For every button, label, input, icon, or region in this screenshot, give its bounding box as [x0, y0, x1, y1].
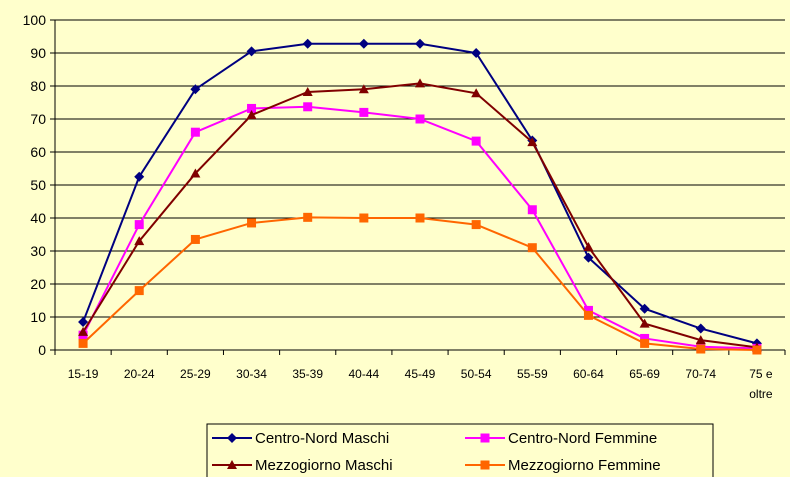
- data-point: [695, 323, 706, 334]
- data-point: [190, 234, 200, 244]
- y-tick-label: 80: [30, 78, 46, 94]
- data-point: [134, 286, 144, 296]
- data-point: [78, 316, 89, 327]
- data-point: [134, 220, 144, 230]
- y-tick-label: 40: [30, 210, 46, 226]
- data-point: [527, 205, 537, 215]
- data-point: [190, 168, 201, 178]
- data-point: [359, 107, 369, 117]
- y-tick-label: 0: [38, 342, 46, 358]
- x-tick-label: 40-44: [348, 367, 379, 381]
- data-point: [247, 218, 257, 228]
- series-line: [82, 42, 758, 345]
- series-centro-nord-femmine: [78, 102, 762, 353]
- x-tick-label: 35-39: [292, 367, 323, 381]
- data-point: [415, 38, 425, 49]
- x-tick-label: 70-74: [685, 367, 716, 381]
- y-tick-label: 50: [30, 177, 46, 193]
- x-tick-label: 65-69: [629, 367, 660, 381]
- data-point: [640, 333, 650, 343]
- data-point: [302, 38, 313, 49]
- data-point: [134, 171, 145, 182]
- data-point: [696, 344, 706, 354]
- data-point: [695, 335, 706, 345]
- data-point: [583, 310, 593, 320]
- data-point: [415, 213, 425, 223]
- data-point: [471, 220, 481, 230]
- y-tick-label: 20: [30, 276, 46, 292]
- legend-item: Mezzogiorno Maschi: [212, 457, 393, 474]
- legend-label: Mezzogiorno Maschi: [255, 457, 393, 474]
- legend-item: Centro-Nord Maschi: [212, 430, 389, 447]
- data-point: [358, 84, 369, 94]
- data-point: [190, 84, 201, 95]
- data-point: [583, 305, 593, 315]
- legend-box: [206, 423, 714, 477]
- legend-label: Centro-Nord Femmine: [508, 430, 657, 447]
- data-point: [415, 78, 425, 88]
- data-point: [471, 48, 482, 58]
- data-point: [639, 318, 650, 328]
- legend-label: Centro-Nord Maschi: [255, 430, 389, 447]
- x-tick-label: 50-54: [461, 367, 492, 381]
- legend-marker: [480, 460, 490, 470]
- data-point: [359, 213, 369, 223]
- data-point: [78, 326, 89, 336]
- series-group: [78, 38, 762, 355]
- data-point: [471, 88, 482, 98]
- x-tick-label: 75 e: [749, 367, 773, 381]
- data-point: [527, 243, 537, 253]
- y-tick-label: 90: [30, 45, 46, 61]
- x-tick-label: 45-49: [405, 367, 436, 381]
- data-point: [190, 127, 200, 137]
- data-point: [640, 338, 650, 348]
- data-point: [527, 137, 538, 147]
- y-tick-label: 10: [30, 309, 46, 325]
- y-tick-label: 60: [30, 144, 46, 160]
- y-tick-label: 30: [30, 243, 46, 259]
- data-point: [583, 252, 594, 263]
- x-tick-label: 25-29: [180, 367, 211, 381]
- data-point: [302, 86, 313, 96]
- x-tick-label: 15-19: [68, 367, 99, 381]
- data-point: [303, 102, 313, 112]
- x-tick-label: 60-64: [573, 367, 604, 381]
- x-tick-label: 30-34: [236, 367, 267, 381]
- legend-item: Mezzogiorno Femmine: [465, 457, 661, 474]
- data-point: [78, 338, 88, 348]
- data-point: [471, 136, 481, 146]
- legend-marker: [480, 433, 490, 443]
- y-tick-label: 70: [30, 111, 46, 127]
- data-point: [246, 110, 257, 120]
- data-point: [246, 46, 257, 57]
- series-mezzogiorno-femmine: [78, 212, 762, 355]
- x-tick-label: oltre: [749, 387, 773, 401]
- legend-item: Centro-Nord Femmine: [465, 430, 657, 447]
- data-point: [247, 103, 257, 113]
- legend: Centro-Nord Maschi Centro-Nord Femmine Mez…: [206, 423, 714, 477]
- legend-label: Mezzogiorno Femmine: [508, 457, 661, 474]
- data-point: [134, 236, 145, 246]
- x-tick-label: 55-59: [517, 367, 548, 381]
- x-tick-label: 20-24: [124, 367, 155, 381]
- grid: [55, 19, 785, 318]
- axes: 0 10 20 30 40 50 60 70 80 90 100 15-19 20-24 25-29 30-…: [23, 12, 786, 401]
- data-point: [303, 212, 313, 222]
- y-tick-label: 100: [23, 12, 47, 28]
- data-point: [583, 242, 594, 252]
- data-point: [639, 303, 650, 314]
- data-point: [358, 38, 369, 49]
- legend-marker: [227, 460, 237, 469]
- legend-marker: [227, 433, 237, 443]
- data-point: [752, 345, 762, 355]
- data-point: [415, 114, 425, 124]
